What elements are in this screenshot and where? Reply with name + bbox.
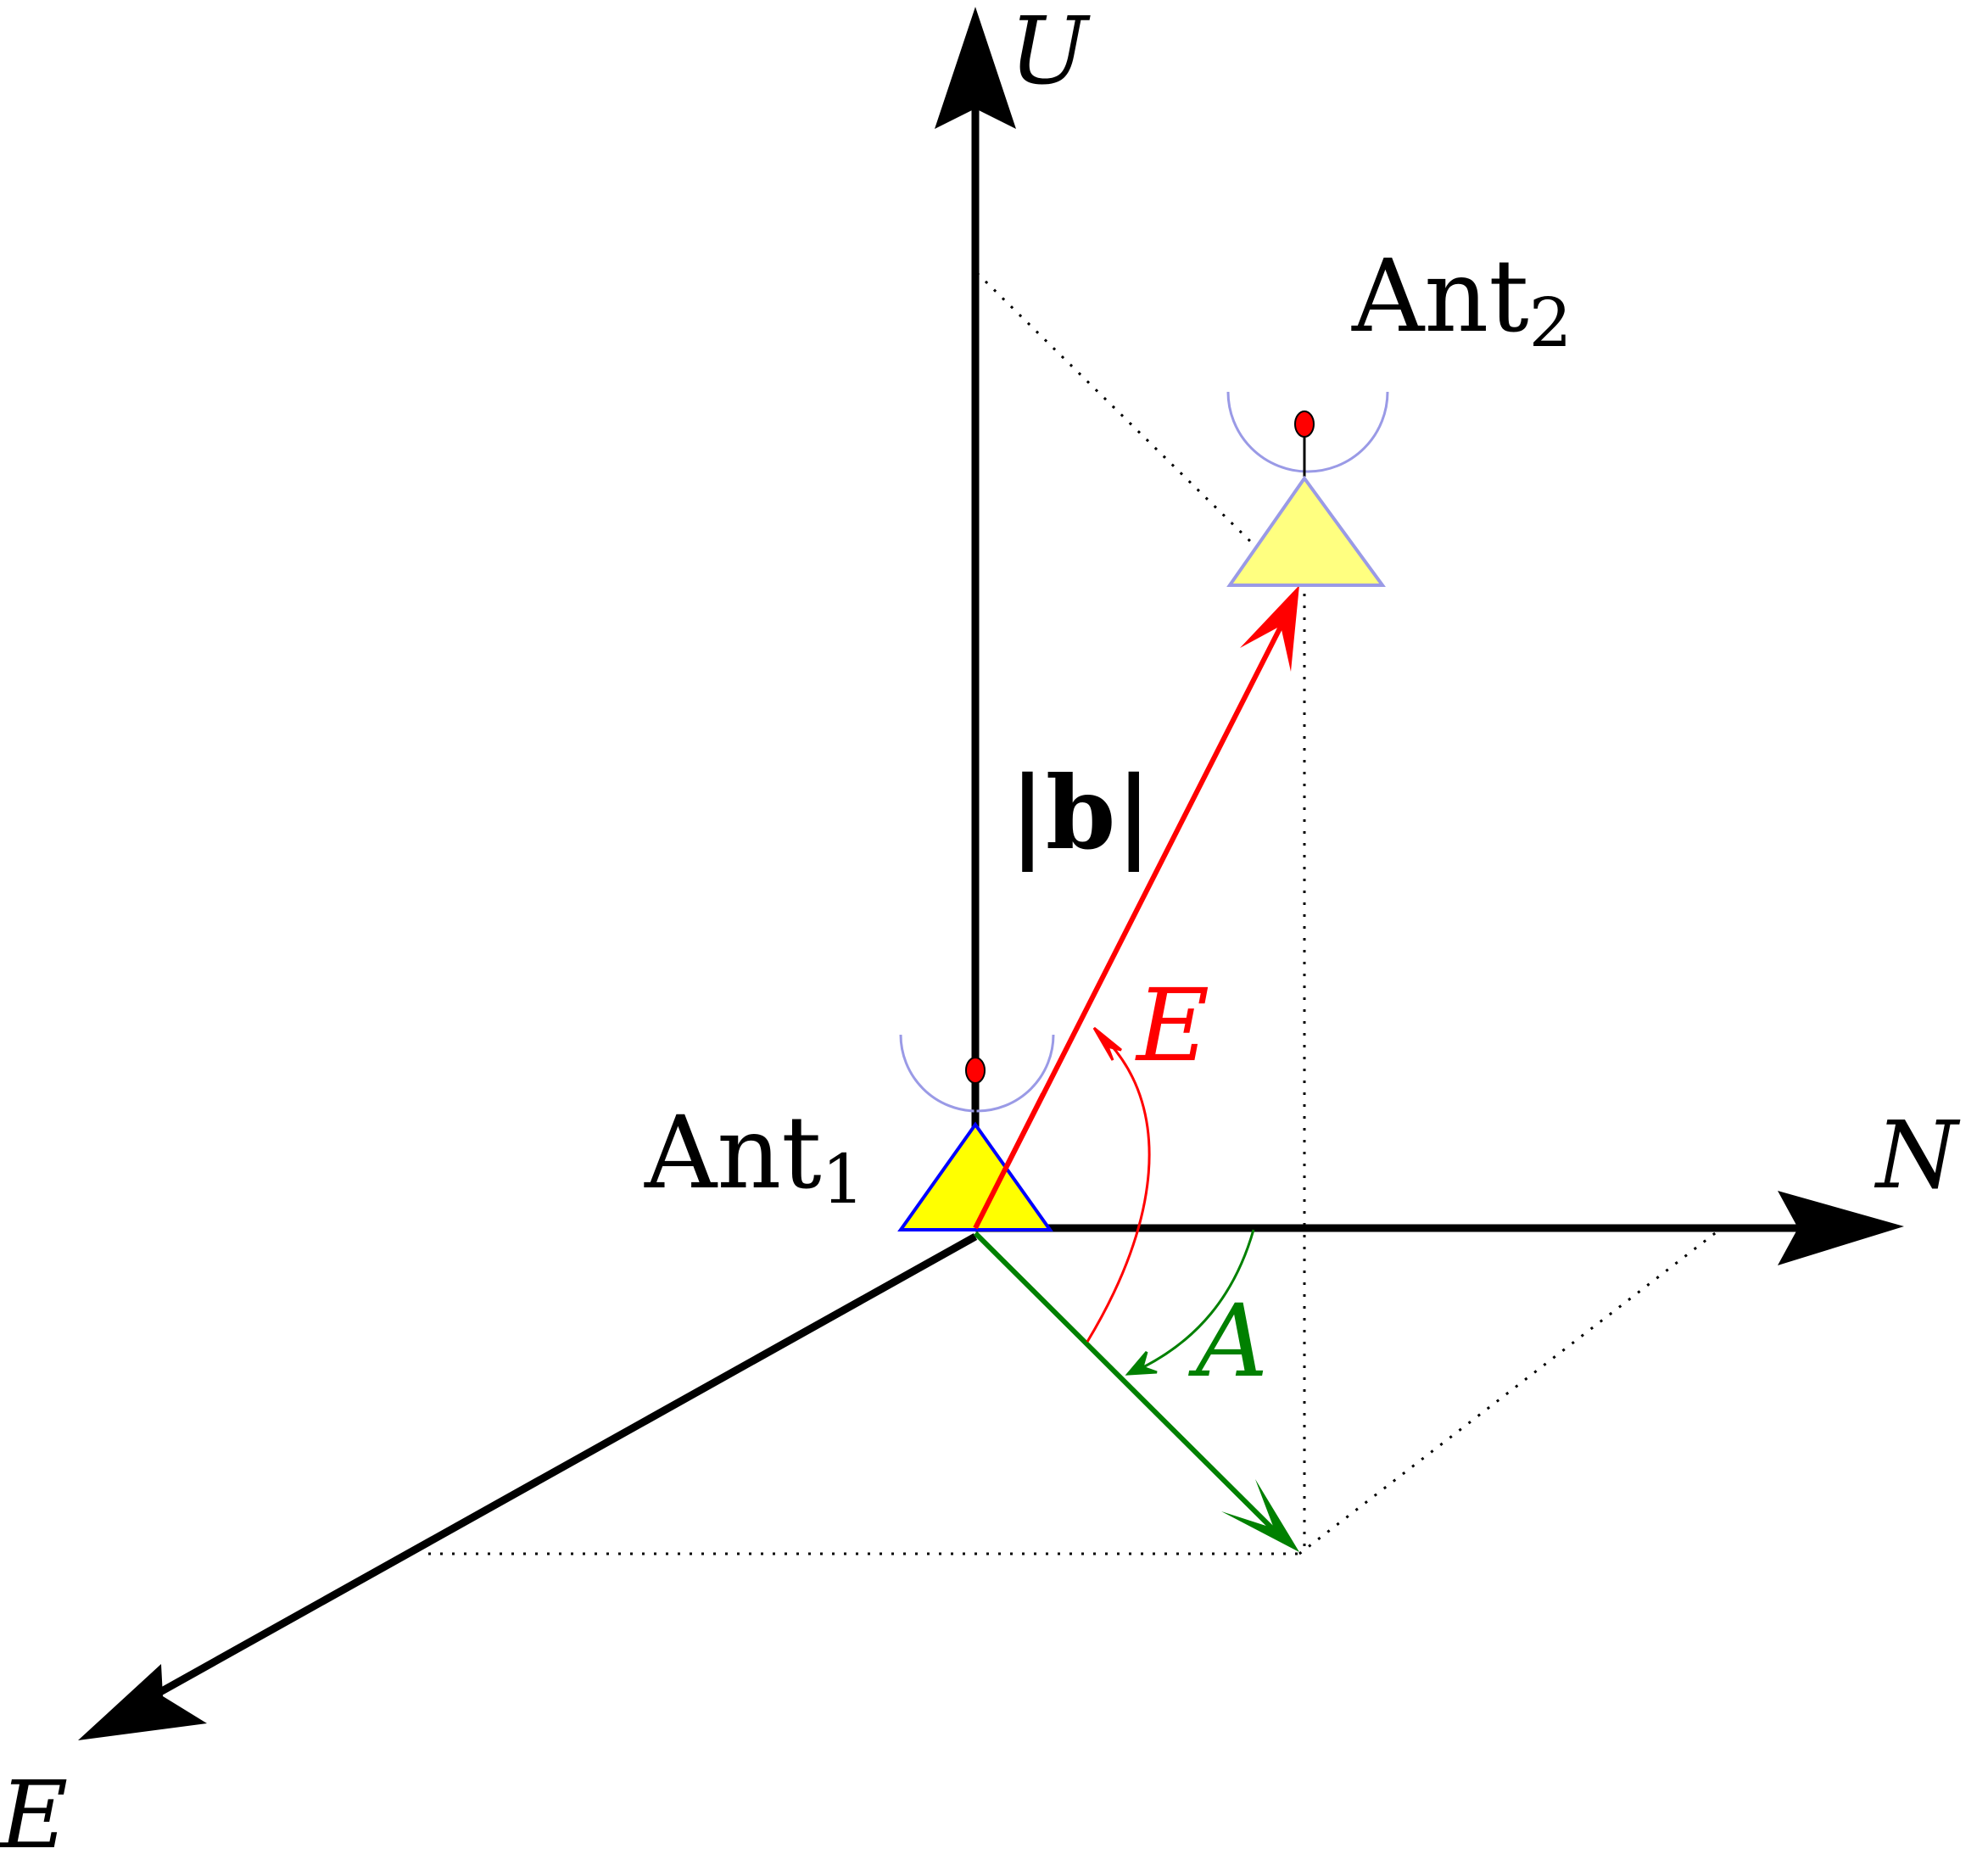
east-arrowhead-icon	[78, 1664, 207, 1740]
antenna-1-base-icon	[897, 1121, 1053, 1231]
horizontal-projection	[973, 1231, 1299, 1552]
baseline-length-label: |b|	[1009, 754, 1152, 872]
elevation-angle	[1086, 1026, 1151, 1343]
north-arrowhead-icon	[1778, 1191, 1904, 1265]
antenna-1	[897, 1034, 1055, 1231]
elevation-arc	[1086, 1041, 1151, 1343]
north-axis-label: N	[1874, 1101, 1961, 1209]
projection-guides	[428, 271, 1723, 1555]
ant1-label: Ant1	[644, 1094, 865, 1219]
azimuth-arrowhead-icon	[1125, 1351, 1158, 1376]
axes	[150, 102, 1815, 1700]
ant2-subscript: 2	[1529, 283, 1572, 362]
ant1-subscript: 1	[822, 1140, 865, 1219]
antenna-2	[1226, 391, 1389, 587]
baseline-arrowhead-icon	[1240, 585, 1299, 672]
azimuth-arc	[1142, 1229, 1255, 1369]
elevation-arrowhead-icon	[1092, 1026, 1122, 1061]
baseline-line-overlay	[973, 1092, 1046, 1230]
guide-foot-to-north	[1298, 1226, 1723, 1555]
projection-arrowhead-icon	[1221, 1479, 1299, 1552]
azimuth-angle	[1125, 1229, 1255, 1376]
azimuth-label: A	[1188, 1282, 1268, 1399]
east-axis-label: E	[0, 1761, 68, 1854]
antenna-2-dish-icon	[1226, 391, 1389, 473]
antenna-1-tip-icon	[965, 1057, 986, 1084]
antenna-1-dish-icon	[899, 1034, 1055, 1113]
elevation-label: E	[1135, 967, 1209, 1084]
antenna-2-base-icon	[1226, 475, 1386, 587]
ant2-name: Ant	[1351, 237, 1529, 355]
guide-up-to-ant2	[975, 271, 1299, 589]
ant1-name: Ant	[644, 1094, 822, 1211]
axis-arrowheads	[78, 7, 1904, 1740]
up-axis-label: U	[1009, 0, 1091, 105]
ant2-label: Ant2	[1351, 237, 1572, 362]
east-axis	[150, 1233, 978, 1700]
antenna-2-tip-icon	[1294, 410, 1315, 438]
up-arrowhead-icon	[935, 7, 1016, 129]
projection-line	[973, 1231, 1282, 1538]
